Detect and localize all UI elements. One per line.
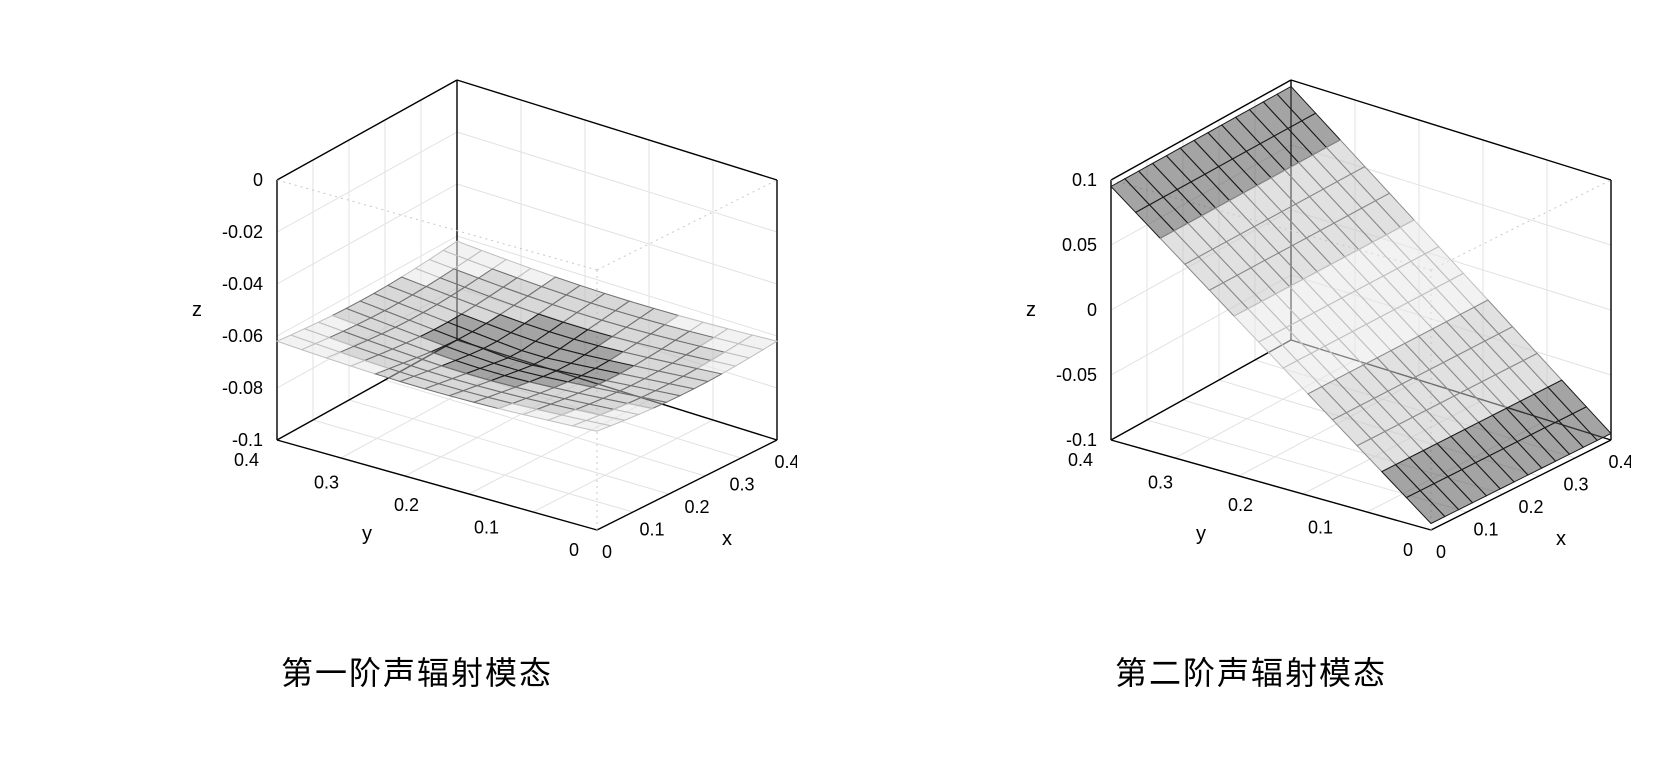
z-tick: -0.1	[232, 430, 263, 450]
y-axis-label: y	[1196, 523, 1206, 545]
y-tick: 0.2	[394, 495, 419, 515]
x-tick: 0.1	[1473, 520, 1498, 540]
z-tick: -0.06	[222, 326, 263, 346]
y-tick: 0.3	[314, 473, 339, 493]
z-tick: -0.02	[222, 222, 263, 242]
z-tick: 0.05	[1062, 235, 1097, 255]
y-tick: 0.1	[1308, 518, 1333, 538]
y-tick: 0	[1403, 540, 1413, 560]
x-tick: 0.4	[774, 452, 797, 472]
z-tick: -0.1	[1066, 430, 1097, 450]
x-tick: 0.2	[684, 497, 709, 517]
x-tick: 0	[602, 542, 612, 562]
x-tick: 0	[1436, 542, 1446, 562]
z-tick: -0.05	[1056, 365, 1097, 385]
y-tick: 0	[569, 540, 579, 560]
z-tick: 0	[253, 170, 263, 190]
chart-mode1: 0 0.1 0.2 0.3 0.4 0 0.1 0.2 0.3 0.4 0 -0.02 -0.04 -0.…	[37, 40, 797, 600]
x-axis-label: x	[722, 528, 732, 550]
caption-mode1: 第一阶声辐射模态	[281, 648, 553, 694]
z-tick: 0.1	[1072, 170, 1097, 190]
x-tick: 0.1	[639, 520, 664, 540]
z-tick: 0	[1087, 300, 1097, 320]
x-tick: 0.4	[1608, 452, 1631, 472]
y-tick: 0.1	[474, 518, 499, 538]
z-axis-label: z	[1026, 299, 1036, 321]
surface-mesh	[1111, 87, 1611, 524]
figure-page: 0 0.1 0.2 0.3 0.4 0 0.1 0.2 0.3 0.4 0 -0.02 -0.04 -0.…	[0, 0, 1668, 778]
panel-mode2: 0 0.1 0.2 0.3 0.4 0 0.1 0.2 0.3 0.4 0.1 0.05 0 -0.05 -…	[871, 40, 1631, 694]
z-axis-label: z	[192, 299, 202, 321]
panel-mode1: 0 0.1 0.2 0.3 0.4 0 0.1 0.2 0.3 0.4 0 -0.02 -0.04 -0.…	[37, 40, 797, 694]
y-tick: 0.4	[1068, 450, 1093, 470]
y-axis-label: y	[362, 523, 372, 545]
x-tick: 0.3	[1563, 475, 1588, 495]
y-tick: 0.3	[1148, 473, 1173, 493]
x-tick: 0.2	[1518, 497, 1543, 517]
chart-mode2: 0 0.1 0.2 0.3 0.4 0 0.1 0.2 0.3 0.4 0.1 0.05 0 -0.05 -…	[871, 40, 1631, 600]
surface-mesh	[277, 241, 777, 431]
y-tick: 0.2	[1228, 495, 1253, 515]
z-tick: -0.04	[222, 274, 263, 294]
z-tick: -0.08	[222, 378, 263, 398]
caption-mode2: 第二阶声辐射模态	[1115, 648, 1387, 694]
x-tick: 0.3	[729, 475, 754, 495]
y-tick: 0.4	[234, 450, 259, 470]
x-axis-label: x	[1556, 528, 1566, 550]
